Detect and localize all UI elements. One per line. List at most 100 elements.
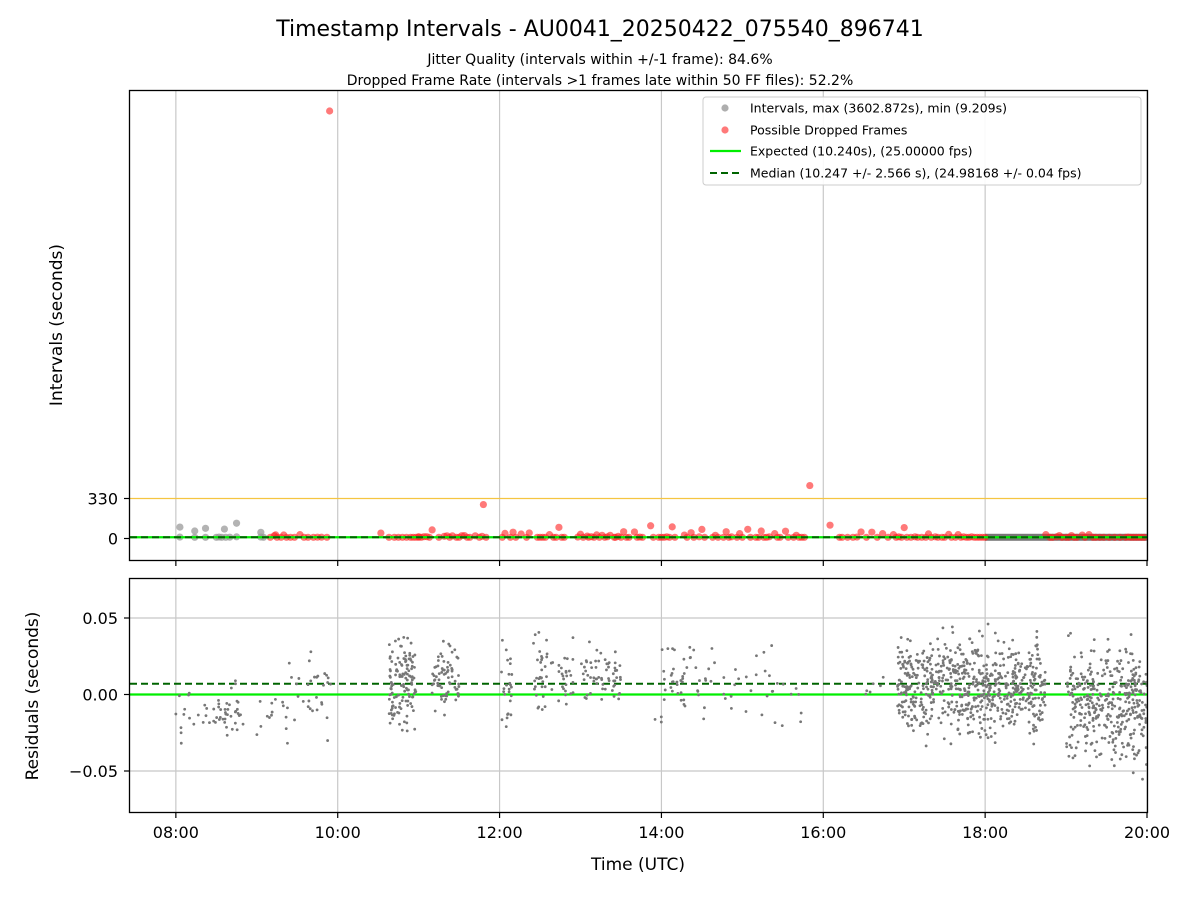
residual-point — [900, 680, 903, 684]
residual-point — [1009, 695, 1013, 699]
residual-point — [669, 686, 673, 689]
residual-point — [391, 717, 395, 721]
residual-point — [1126, 742, 1130, 745]
residual-point — [1001, 724, 1005, 728]
residual-point — [613, 669, 617, 673]
residual-point — [286, 706, 289, 710]
residual-point — [1107, 648, 1111, 652]
residual-point — [1010, 652, 1014, 656]
residual-point — [1088, 662, 1092, 666]
residual-point — [990, 702, 994, 706]
residual-point — [925, 656, 929, 659]
residual-point — [957, 718, 960, 722]
intervals-points — [130, 107, 1147, 541]
residual-point — [224, 711, 227, 714]
residual-point — [434, 675, 438, 679]
residual-point — [967, 686, 971, 690]
residual-point — [1016, 688, 1020, 691]
residual-point — [410, 681, 413, 685]
x-tick-label: 08:00 — [153, 823, 199, 842]
residual-point — [1132, 752, 1136, 756]
residual-point — [1031, 705, 1035, 708]
residual-point — [1029, 661, 1033, 665]
residual-point — [217, 718, 221, 721]
residual-point — [939, 721, 943, 725]
residual-point — [1027, 708, 1031, 712]
residual-point — [904, 699, 908, 703]
residual-point — [999, 675, 1003, 678]
residual-point — [1131, 708, 1135, 712]
residual-point — [770, 644, 774, 647]
intervals-legend: Intervals, max (3602.872s), min (9.209s)… — [702, 96, 1142, 186]
residual-point — [1032, 675, 1036, 678]
residual-point — [534, 693, 538, 697]
residual-point — [1144, 703, 1147, 707]
residual-point — [325, 673, 328, 677]
residual-point — [979, 672, 983, 676]
residual-point — [433, 709, 437, 713]
residual-point — [411, 655, 415, 658]
residual-point — [1043, 703, 1047, 707]
residual-point — [1035, 666, 1038, 670]
intervals-plot-frame — [128, 89, 1149, 562]
residual-point — [1013, 698, 1016, 702]
residual-point — [1073, 687, 1077, 691]
residual-point — [1134, 671, 1138, 675]
residual-point — [913, 690, 917, 694]
residual-point — [457, 674, 460, 677]
residual-point — [1029, 684, 1033, 688]
residual-point — [952, 670, 955, 673]
residual-point — [1004, 685, 1008, 688]
residual-point — [1080, 706, 1084, 709]
residual-point — [1026, 697, 1029, 701]
residual-point — [1133, 693, 1137, 697]
residual-point — [1091, 692, 1095, 696]
residual-point — [1005, 702, 1009, 706]
residual-point — [925, 685, 928, 689]
residual-point — [309, 679, 313, 683]
residual-point — [896, 646, 900, 649]
residual-point — [1121, 667, 1125, 671]
residual-point — [505, 683, 508, 687]
residual-point — [297, 677, 301, 680]
residual-point — [1076, 685, 1080, 689]
residual-point — [1140, 728, 1144, 732]
residual-point — [505, 716, 509, 720]
residual-point — [1120, 741, 1124, 745]
residual-point — [1010, 714, 1014, 718]
residual-point — [397, 711, 401, 715]
residual-point — [976, 653, 980, 657]
residual-point — [670, 672, 674, 675]
residual-point — [1133, 728, 1136, 732]
residual-point — [1120, 714, 1124, 718]
residual-point — [864, 692, 868, 696]
residual-point — [946, 713, 950, 717]
residual-point — [1137, 665, 1141, 669]
residual-point — [1011, 686, 1015, 690]
residual-point — [412, 676, 416, 680]
residual-point — [941, 679, 944, 683]
residual-point — [1134, 710, 1138, 714]
residual-point — [443, 713, 446, 717]
residual-point — [235, 699, 239, 703]
residual-point — [1083, 716, 1086, 720]
residual-point — [958, 709, 962, 713]
residual-point — [1032, 723, 1035, 727]
residual-point — [922, 649, 926, 653]
residual-point — [454, 688, 458, 691]
residual-point — [1037, 675, 1041, 678]
residual-point — [1116, 669, 1120, 673]
residual-point — [1137, 678, 1141, 682]
residual-point — [192, 722, 196, 726]
residual-point — [1131, 658, 1135, 662]
residual-point — [1032, 712, 1035, 716]
residual-point — [1133, 684, 1137, 688]
residual-point — [947, 702, 951, 706]
residual-point — [967, 702, 971, 706]
residual-point — [896, 704, 900, 708]
residual-point — [942, 673, 946, 677]
residual-point — [389, 687, 393, 690]
residual-point — [1112, 748, 1116, 752]
residual-point — [1031, 665, 1035, 669]
residual-point — [1084, 703, 1088, 707]
